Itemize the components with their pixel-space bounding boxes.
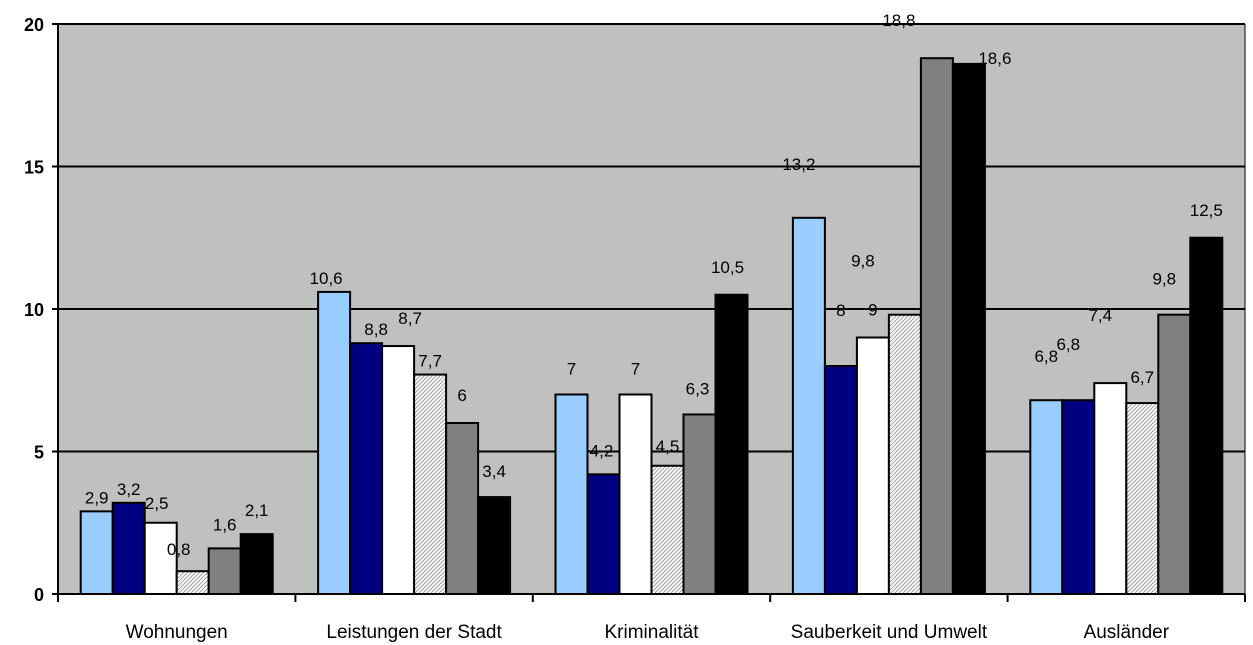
bar [791, 216, 826, 596]
bar [919, 57, 954, 595]
data-label: 9,8 [1152, 270, 1176, 289]
data-label: 0,8 [167, 540, 191, 559]
bar [175, 570, 210, 596]
category-labels: Wohnungen Leistungen der Stadt Kriminalitä… [126, 622, 1170, 643]
bar [207, 547, 242, 596]
bar [1029, 399, 1064, 596]
data-label: 6 [457, 386, 466, 405]
data-label: 2,1 [245, 501, 269, 520]
bar [239, 533, 274, 596]
bar [1093, 382, 1128, 595]
bar [586, 473, 621, 595]
data-label: 6,7 [1130, 368, 1154, 387]
data-label: 18,8 [882, 11, 915, 30]
bars-group [79, 57, 1224, 596]
data-label: 6,8 [1034, 347, 1058, 366]
data-label: 10,6 [310, 269, 343, 288]
bar [445, 422, 480, 595]
data-label: 2,5 [145, 494, 169, 513]
axes [52, 23, 1246, 602]
data-label: 10,5 [711, 258, 744, 277]
category-label: Wohnungen [126, 622, 228, 643]
bar [714, 293, 749, 595]
bar [1189, 236, 1224, 595]
data-label: 1,6 [213, 515, 237, 534]
bar [618, 393, 653, 595]
data-label: 7 [567, 360, 576, 379]
bar [1157, 313, 1192, 595]
data-label: 4,2 [590, 441, 614, 460]
data-label: 8,7 [398, 309, 422, 328]
category-label: Sauberkeit und Umwelt [791, 622, 988, 643]
bar [554, 393, 589, 595]
y-tick-label: 10 [24, 300, 44, 320]
bar [79, 510, 114, 596]
bar [650, 464, 685, 595]
data-label: 7 [631, 360, 640, 379]
data-label: 9,8 [851, 252, 875, 271]
data-label: 18,6 [978, 49, 1011, 68]
data-label: 6,3 [686, 379, 710, 398]
data-label: 13,2 [782, 155, 815, 174]
data-label: 9 [868, 301, 877, 320]
bar [1125, 402, 1160, 595]
y-tick-label: 20 [24, 15, 44, 35]
bar [682, 413, 717, 596]
bar [477, 496, 512, 596]
y-tick-label: 0 [34, 585, 44, 605]
y-tick-label: 5 [34, 443, 44, 463]
bar [413, 373, 448, 595]
data-label: 8,8 [364, 320, 388, 339]
y-tick-labels: 0 5 10 15 20 [24, 15, 44, 605]
bar [317, 290, 352, 595]
category-label: Leistungen der Stadt [326, 622, 502, 643]
data-label: 6,8 [1056, 335, 1080, 354]
category-label: Ausländer [1084, 622, 1170, 643]
data-label: 2,9 [85, 488, 109, 507]
category-label: Kriminalität [605, 622, 700, 643]
bar [111, 501, 146, 595]
data-label: 12,5 [1190, 201, 1223, 220]
bar [349, 342, 384, 596]
bar [855, 336, 890, 595]
bar [143, 521, 178, 595]
bar [887, 313, 922, 595]
bar [381, 345, 416, 595]
y-tick-label: 15 [24, 158, 44, 178]
bar [1061, 399, 1096, 596]
data-label: 3,4 [482, 462, 506, 481]
data-label: 7,7 [418, 352, 442, 371]
data-label: 4,5 [656, 437, 680, 456]
data-labels: 2,9 3,22,5 0,8 1,6 2,1 10,6 8,8 8,7 7,7 6 3,4 7 4,2 7… [85, 11, 1223, 559]
data-label: 3,2 [117, 480, 141, 499]
bar [951, 62, 986, 595]
bar [823, 365, 858, 595]
data-label: 7,4 [1088, 306, 1112, 325]
data-label: 8 [836, 301, 845, 320]
